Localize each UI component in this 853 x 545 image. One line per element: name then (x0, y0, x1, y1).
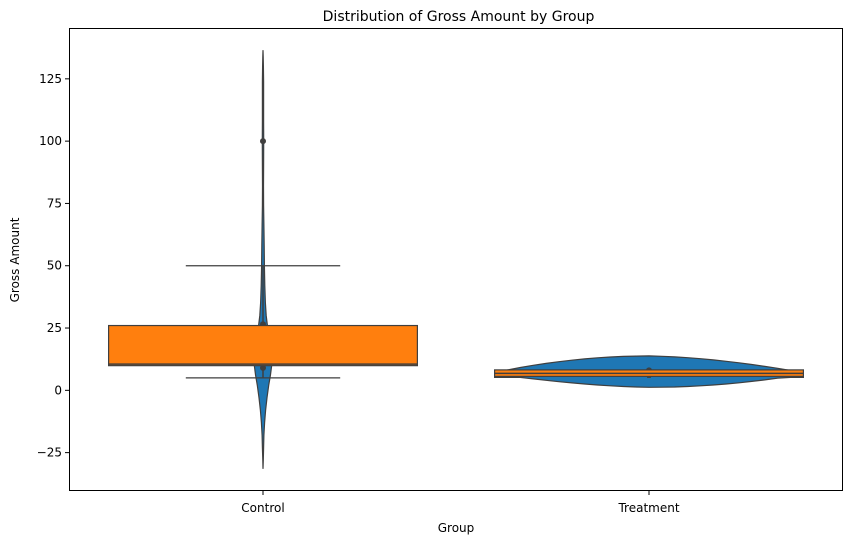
plot-area (107, 50, 804, 469)
y-tick-label: 0 (54, 383, 62, 397)
y-tick-label: 50 (47, 259, 62, 273)
y-tick-label: 125 (39, 72, 62, 86)
violin-inner-point-control (260, 364, 266, 371)
plot-frame (69, 28, 843, 491)
y-axis: −25 0 25 50 75 100 125 (37, 72, 70, 460)
y-tick-label: 75 (47, 196, 62, 210)
violin-inner-point-control (260, 138, 266, 145)
chart-title: Distribution of Gross Amount by Group (323, 9, 595, 25)
y-tick-label: 100 (39, 134, 62, 148)
y-axis-title: Gross Amount (8, 217, 22, 302)
x-axis: Control Treatment (241, 490, 680, 515)
x-tick-label: Treatment (617, 501, 679, 515)
x-tick-label: Control (241, 501, 284, 515)
box-control (107, 324, 418, 367)
y-tick-label: 25 (47, 321, 62, 335)
x-axis-title: Group (438, 521, 475, 535)
y-tick-label: −25 (37, 446, 62, 460)
